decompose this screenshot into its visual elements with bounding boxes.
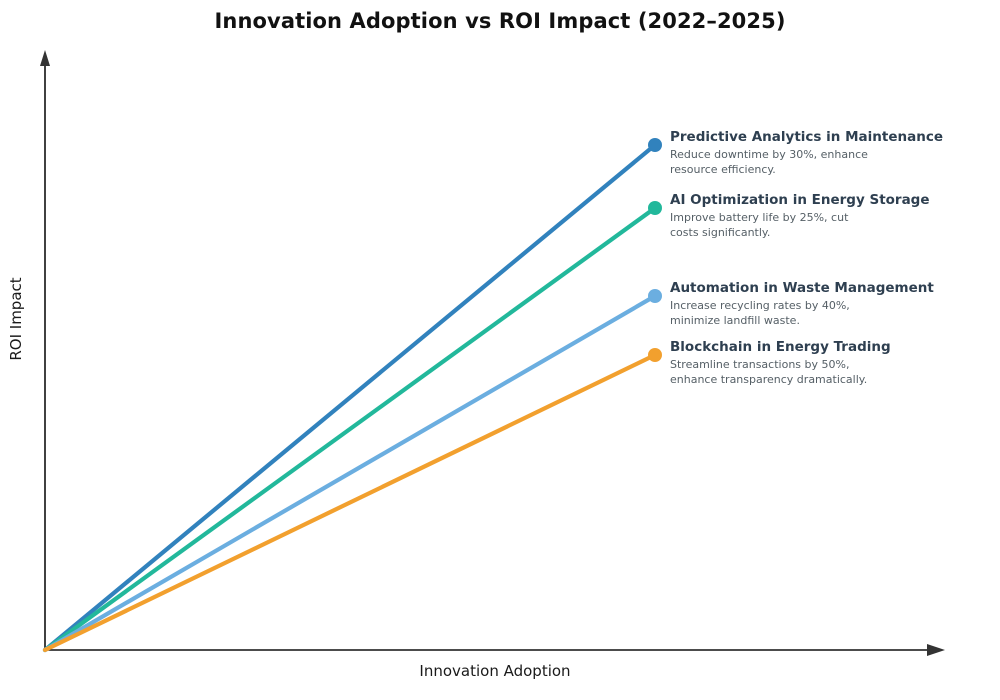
- series-annotation-description: Improve battery life by 25%, cut costs s…: [670, 210, 849, 239]
- series-endpoint-marker[interactable]: [648, 138, 662, 152]
- series-annotation-description: Streamline transactions by 50%, enhance …: [670, 357, 868, 386]
- series-line: [42, 352, 658, 653]
- series-annotation: AI Optimization in Energy Storage Improve…: [670, 192, 990, 240]
- series-annotation-title: Automation in Waste Management: [670, 280, 934, 296]
- series-annotation-title: Predictive Analytics in Maintenance: [670, 129, 943, 145]
- axes-group: [40, 50, 945, 656]
- series-line: [42, 142, 658, 653]
- series-markers-group: [648, 138, 662, 362]
- series-line: [42, 293, 658, 653]
- series-endpoint-marker[interactable]: [648, 201, 662, 215]
- series-annotation: Automation in Waste Management Increase r…: [670, 280, 990, 328]
- x-axis-arrow-icon: [927, 644, 945, 656]
- y-axis-arrow-icon: [40, 50, 50, 66]
- x-axis-label: Innovation Adoption: [419, 662, 571, 680]
- series-annotation: Predictive Analytics in Maintenance Reduc…: [670, 129, 990, 177]
- y-axis-label: ROI Impact: [7, 277, 25, 361]
- series-annotation-description: Reduce downtime by 30%, enhance resource…: [670, 147, 868, 176]
- series-endpoint-marker[interactable]: [648, 289, 662, 303]
- series-lines-group: [42, 142, 658, 653]
- chart-title: Innovation Adoption vs ROI Impact (2022–…: [214, 9, 786, 33]
- series-annotation: Blockchain in Energy Trading Streamline t…: [670, 339, 990, 387]
- series-annotation-title: Blockchain in Energy Trading: [670, 339, 891, 355]
- series-endpoint-marker[interactable]: [648, 348, 662, 362]
- series-annotation-title: AI Optimization in Energy Storage: [670, 192, 930, 208]
- series-line: [42, 205, 658, 653]
- series-annotation-description: Increase recycling rates by 40%, minimiz…: [670, 298, 850, 327]
